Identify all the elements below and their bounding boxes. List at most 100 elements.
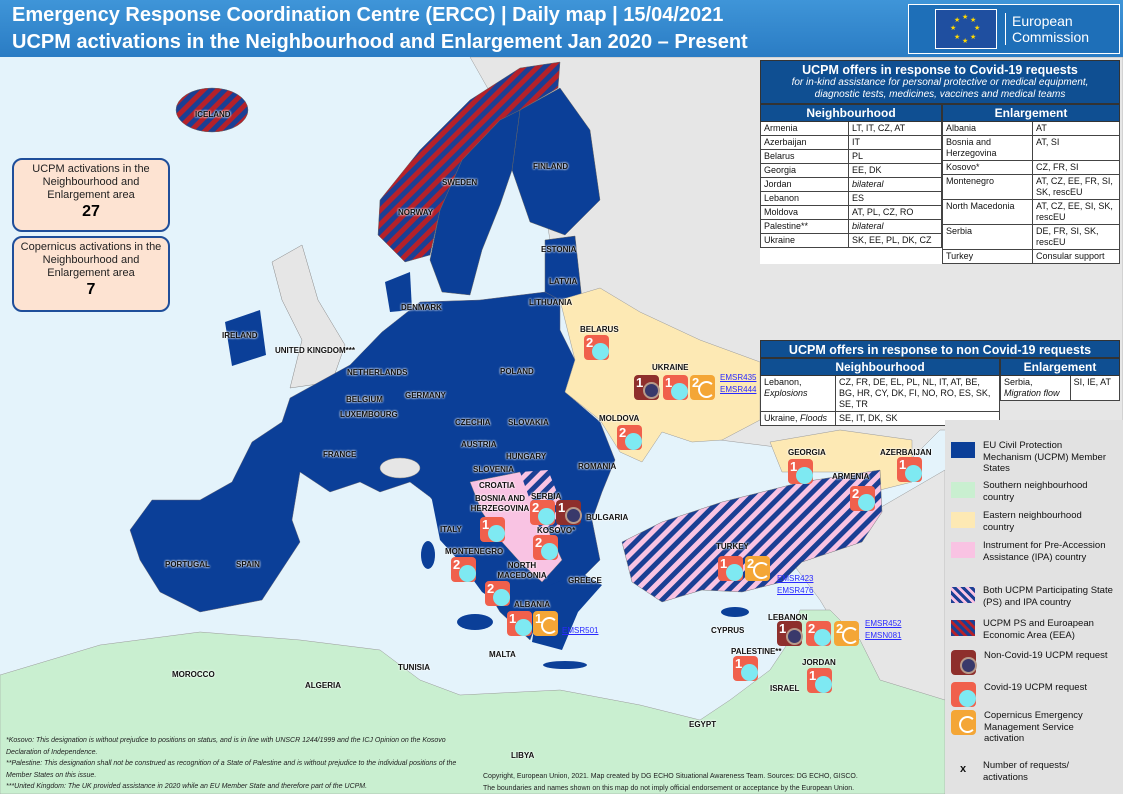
table-cell: Ukraine, Floods: [760, 411, 836, 426]
request-count: 2: [619, 425, 627, 440]
table-cell: Azerbaijan: [760, 135, 849, 150]
noncovid-request-marker[interactable]: 1: [556, 500, 582, 525]
country-label: HUNGARY: [506, 452, 547, 461]
copernicus-request-marker[interactable]: 2: [745, 556, 770, 581]
table-cell: DE, FR, SI, SK, rescEU: [1032, 224, 1120, 250]
cell-text: Moldova: [764, 207, 799, 217]
request-count: 2: [747, 556, 755, 571]
emsr-link[interactable]: EMSR444: [720, 385, 757, 394]
cyprus: [721, 607, 749, 617]
emsr-link[interactable]: EMSR423: [777, 574, 814, 583]
covid-request-marker[interactable]: 2: [806, 621, 831, 646]
eu-flag-icon: ★ ★ ★ ★ ★ ★ ★ ★: [935, 9, 997, 49]
cell-text: DE, FR, SI, SK, rescEU: [1036, 226, 1099, 247]
copernicus-activations-label: Copernicus activations in the Neighbourh…: [20, 241, 162, 279]
col-enlargement: Enlargement: [942, 104, 1120, 122]
noncovid-icon: [951, 650, 977, 675]
covid-request-marker[interactable]: 2: [530, 500, 555, 525]
covid-request-marker[interactable]: 1: [718, 556, 743, 581]
legend-label: Instrument for Pre-Accession Assistance …: [983, 540, 1106, 563]
copernicus-request-marker[interactable]: 2: [690, 375, 715, 400]
country-label: POLAND: [500, 367, 534, 376]
country-label: TURKEY: [716, 542, 749, 551]
legend-label: Both UCPM Participating State (PS) and I…: [983, 585, 1113, 608]
ucpm-activations-count: 27: [82, 203, 100, 220]
noncovid-request-marker[interactable]: 1: [777, 621, 803, 646]
table-cell: Belarus: [760, 149, 849, 164]
emsr-link[interactable]: EMSN081: [865, 631, 902, 640]
covid-request-marker[interactable]: 1: [807, 668, 832, 693]
request-count: 1: [509, 611, 517, 626]
cell-text: AT, PL, CZ, RO: [852, 207, 914, 217]
table-row: Lebanon ES: [760, 191, 942, 206]
covid-request-marker[interactable]: 1: [480, 517, 505, 542]
country-label: ROMANIA: [578, 462, 617, 471]
cell-text: Palestine**: [764, 221, 809, 231]
covid-request-marker[interactable]: 2: [533, 535, 558, 560]
cell-text: Jordan: [764, 179, 792, 189]
covid-request-marker[interactable]: 1: [663, 375, 688, 400]
legend-swatch: [951, 482, 975, 498]
covid-request-marker[interactable]: 2: [451, 557, 476, 582]
request-count: 1: [535, 611, 543, 626]
covid-request-marker[interactable]: 2: [584, 335, 609, 360]
emsr-link[interactable]: EMSR501: [562, 626, 599, 635]
covid-request-marker[interactable]: 1: [507, 611, 532, 636]
covid-request-marker[interactable]: 2: [617, 425, 642, 450]
count-symbol: x: [959, 763, 967, 775]
country-label: BELARUS: [580, 325, 619, 334]
north-africa: [0, 609, 946, 794]
cell-text: North Macedonia: [946, 201, 1015, 211]
country-label: LITHUANIA: [529, 298, 573, 307]
ucpm-activations-label: UCPM activations in the Neighbourhood an…: [32, 163, 150, 201]
copernicus-activations-count: 7: [86, 281, 96, 298]
table-cell: Serbia: [942, 224, 1033, 250]
table-cell: North Macedonia: [942, 199, 1033, 225]
cell-text: ES: [852, 193, 865, 203]
table-cell: AT, CZ, EE, SI, SK, rescEU: [1032, 199, 1120, 225]
covid-request-marker[interactable]: 1: [788, 459, 813, 484]
covid-request-marker[interactable]: 2: [485, 581, 510, 606]
covid-request-marker[interactable]: 1: [897, 457, 922, 482]
country-label: EGYPT: [689, 720, 717, 729]
country-label: ISRAEL: [770, 684, 800, 693]
copyright-line: Copyright, European Union, 2021. Map cre…: [483, 773, 858, 780]
request-count: 2: [836, 621, 844, 636]
request-count: 1: [790, 459, 798, 474]
country-label: LEBANON: [768, 613, 808, 622]
noncovid-request-marker[interactable]: 1: [634, 375, 660, 400]
table-cell: Serbia, Migration flow: [1000, 375, 1071, 401]
country-label: GERMANY: [405, 391, 446, 400]
covid-offers-table: UCPM offers in response to Covid-19 requ…: [760, 60, 1120, 264]
country-label: SLOVAKIA: [508, 418, 549, 427]
legend-label: Southern neighbourhood country: [983, 480, 1088, 503]
country-label: FINLAND: [533, 162, 569, 171]
copernicus-request-marker[interactable]: 1: [533, 611, 558, 636]
covid-request-marker[interactable]: 2: [850, 486, 875, 511]
logo-text: European: [1012, 13, 1073, 29]
covid-request-marker[interactable]: 1: [733, 656, 758, 681]
country-label: DENMARK: [401, 303, 442, 312]
country-label: NORWAY: [398, 208, 434, 217]
table-row: Georgia EE, DK: [760, 163, 942, 178]
footnotes: *Kosovo: This designation is without pre…: [6, 735, 476, 793]
table-cell: Armenia: [760, 121, 849, 136]
ucpm-activations-box: UCPM activations in the Neighbourhood an…: [12, 158, 170, 232]
table-row: Moldova AT, PL, CZ, RO: [760, 205, 942, 220]
request-count: 1: [809, 668, 817, 683]
country-label: LATVIA: [549, 277, 578, 286]
emsr-link[interactable]: EMSR452: [865, 619, 902, 628]
sardinia: [421, 541, 435, 569]
request-count: 2: [532, 500, 540, 515]
copernicus-request-marker[interactable]: 2: [834, 621, 859, 646]
table-cell: Lebanon, Explosions: [760, 375, 836, 412]
request-count: 1: [636, 375, 644, 390]
emsr-link[interactable]: EMSR476: [777, 586, 814, 595]
country-label: UNITED KINGDOM***: [275, 346, 356, 355]
emsr-link[interactable]: EMSR435: [720, 373, 757, 382]
table-row: Lebanon, Explosions CZ, FR, DE, EL, PL, NL…: [760, 375, 1000, 412]
request-count: 2: [808, 621, 816, 636]
cell-text: bilateral: [852, 179, 884, 189]
table-row: North Macedonia AT, CZ, EE, SI, SK, rescE…: [942, 199, 1120, 225]
request-count: 1: [735, 656, 743, 671]
